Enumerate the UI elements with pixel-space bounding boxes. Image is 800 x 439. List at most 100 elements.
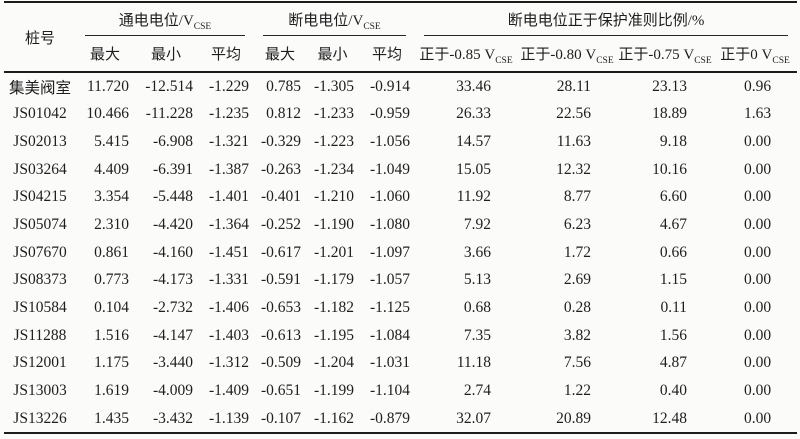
off-min: -1.199 xyxy=(313,381,355,399)
on-potential-group-label: 通电电位/VCSE xyxy=(85,9,246,36)
on-max: 1.516 xyxy=(94,326,129,344)
table-row: JS07670 0.861 -4.160 -1.451 -0.617 -1.201 -1.0… xyxy=(4,239,797,267)
pile-column-header: 桩号 xyxy=(4,2,76,72)
on-avg: -1.409 xyxy=(208,381,250,399)
table-row: JS11288 1.516 -4.147 -1.403 -0.613 -1.195 -1.0… xyxy=(4,322,797,350)
table-row: JS05074 2.310 -4.420 -1.364 -0.252 -1.190 -1.0… xyxy=(4,211,797,239)
col-header-pct-0: 正于0 VCSE xyxy=(720,47,790,66)
table-row: JS12001 1.175 -3.440 -1.312 -0.509 -1.204 -1.0… xyxy=(4,349,797,377)
on-avg: -1.364 xyxy=(208,216,250,234)
col-header-on-min: 最小 xyxy=(150,47,181,63)
pct-0: 0.00 xyxy=(743,326,772,344)
on-potential-group-header: 通电电位/VCSE xyxy=(76,2,254,36)
pct-075: 4.67 xyxy=(659,216,688,234)
pct-075: 1.15 xyxy=(659,271,688,289)
off-avg: -0.879 xyxy=(369,409,411,427)
on-min: -4.420 xyxy=(152,216,193,234)
off-avg: -1.049 xyxy=(369,160,411,178)
on-max: 0.861 xyxy=(94,243,129,261)
pct-0: 0.00 xyxy=(743,409,772,427)
col-header-on-max: 最大 xyxy=(89,47,120,63)
on-avg: -1.235 xyxy=(208,105,250,123)
table-row: JS13226 1.435 -3.432 -1.139 -0.107 -1.162 -0.8… xyxy=(4,405,797,434)
pct-0: 0.00 xyxy=(743,381,772,399)
off-max: -0.651 xyxy=(260,381,302,399)
on-min: -4.173 xyxy=(152,271,193,289)
off-max: -0.263 xyxy=(260,160,302,178)
pct-0: 0.00 xyxy=(743,298,772,316)
pct-0: 0.00 xyxy=(743,160,772,178)
off-max: 0.785 xyxy=(266,77,302,95)
criteria-ratio-group-label: 断电电位正于保护准则比例/% xyxy=(424,9,789,36)
off-potential-group-label: 断电电位/VCSE xyxy=(263,9,407,36)
on-avg: -1.321 xyxy=(208,133,250,151)
off-max: -0.613 xyxy=(260,326,302,344)
pile-id: JS13003 xyxy=(13,381,67,399)
off-avg: -0.914 xyxy=(369,77,411,95)
pct-075: 18.89 xyxy=(652,105,688,123)
pct-075: 4.87 xyxy=(659,354,688,372)
off-min: -1.195 xyxy=(313,326,355,344)
pct-085: 14.57 xyxy=(456,133,492,151)
on-min: -4.009 xyxy=(152,381,193,399)
pile-id: JS02013 xyxy=(13,133,67,151)
pct-0: 0.00 xyxy=(743,133,772,151)
off-min: -1.234 xyxy=(313,160,355,178)
pct-075: 12.48 xyxy=(652,409,688,427)
pct-0: 0.96 xyxy=(743,77,772,95)
on-max: 4.409 xyxy=(94,160,129,178)
table-header: 桩号 通电电位/VCSE 断电电位/VCSE 断电电位正于保护准则比例/% 最大… xyxy=(4,2,798,72)
pct-075: 0.66 xyxy=(659,243,688,261)
on-max: 10.466 xyxy=(86,105,129,123)
pile-id: JS10584 xyxy=(13,298,67,316)
col-header-off-max: 最大 xyxy=(265,47,296,63)
pct-085: 5.13 xyxy=(463,271,492,289)
pct-0: 0.00 xyxy=(743,216,772,234)
pct-085: 11.92 xyxy=(456,188,492,206)
off-max: -0.252 xyxy=(260,216,302,234)
pct-075: 6.60 xyxy=(659,188,688,206)
pile-id: 集美阀室 xyxy=(8,79,71,97)
pile-id: JS13226 xyxy=(13,409,67,427)
header-sub-row: 最大 最小 平均 最大 最小 平均 正于-0.85 VCSE 正于-0.80 V… xyxy=(4,36,797,72)
on-max: 3.354 xyxy=(94,188,129,206)
off-min: -1.305 xyxy=(313,77,355,95)
off-min: -1.201 xyxy=(313,243,355,261)
pct-080: 12.32 xyxy=(556,160,592,178)
off-max: -0.591 xyxy=(260,271,302,289)
off-min: -1.162 xyxy=(313,409,355,427)
on-avg: -1.401 xyxy=(208,188,250,206)
off-avg: -1.084 xyxy=(369,326,411,344)
on-avg: -1.387 xyxy=(208,160,250,178)
on-max: 0.104 xyxy=(94,298,129,316)
on-avg: -1.406 xyxy=(208,298,250,316)
pct-0: 0.00 xyxy=(743,271,772,289)
off-max: -0.617 xyxy=(260,243,302,261)
on-avg: -1.451 xyxy=(208,243,250,261)
on-min: -11.228 xyxy=(145,105,193,123)
table-row: JS01042 10.466 -11.228 -1.235 0.812 -1.233 -0.… xyxy=(4,101,797,129)
pct-080: 7.56 xyxy=(563,354,592,372)
pct-085: 26.33 xyxy=(456,105,492,123)
off-min: -1.210 xyxy=(313,188,355,206)
pct-075: 10.16 xyxy=(652,160,688,178)
off-min: -1.182 xyxy=(313,298,355,316)
pct-085: 15.05 xyxy=(456,160,492,178)
on-max: 1.175 xyxy=(94,354,129,372)
table-row: JS13003 1.619 -4.009 -1.409 -0.651 -1.199 -1.1… xyxy=(4,377,797,405)
header-group-row: 桩号 通电电位/VCSE 断电电位/VCSE 断电电位正于保护准则比例/% xyxy=(4,2,797,47)
off-avg: -1.031 xyxy=(369,354,411,372)
on-min: -12.514 xyxy=(145,77,193,95)
table-row: 集美阀室 11.720 -12.514 -1.229 0.785 -1.305 -0.914… xyxy=(4,72,797,101)
pct-075: 1.56 xyxy=(659,326,688,344)
off-max: -0.509 xyxy=(260,354,302,372)
pile-header-label: 桩号 xyxy=(24,30,55,47)
pct-080: 22.56 xyxy=(556,105,592,123)
on-avg: -1.312 xyxy=(208,354,250,372)
table-row: JS04215 3.354 -5.448 -1.401 -0.401 -1.210 -1.0… xyxy=(4,184,797,212)
off-max: -0.329 xyxy=(260,133,302,151)
off-min: -1.179 xyxy=(313,271,355,289)
on-max: 1.619 xyxy=(94,381,129,399)
off-avg: -1.104 xyxy=(369,381,411,399)
